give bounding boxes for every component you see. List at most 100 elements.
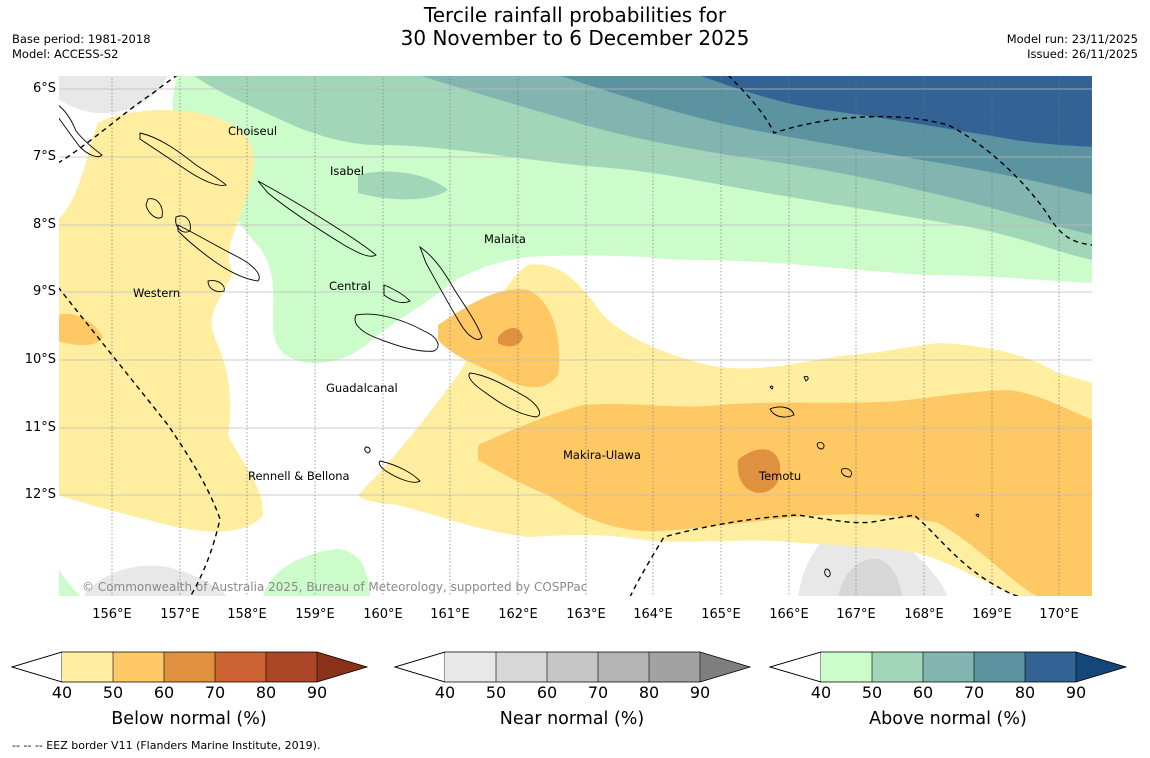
utupua-coast — [816, 442, 825, 450]
chart-title: Tercile rainfall probabilities for 30 No… — [0, 4, 1150, 50]
lat-label-10s: 10°S — [24, 352, 56, 367]
guadalcanal-coast — [354, 313, 439, 352]
lat-label-12s: 12°S — [24, 487, 56, 502]
label-central: Central — [329, 279, 371, 293]
label-temotu: Temotu — [759, 469, 802, 483]
duff-islands-coast — [803, 376, 809, 382]
lon-label-164e: 164°E — [633, 607, 673, 622]
lon-label-166e: 166°E — [769, 607, 809, 622]
copyright-notice: © Commonwealth of Australia 2025, Bureau… — [82, 580, 588, 594]
near-tick-80: 80 — [638, 683, 660, 702]
lon-label-156e: 156°E — [92, 607, 132, 622]
label-western: Western — [133, 286, 181, 300]
label-choiseul: Choiseul — [228, 124, 278, 138]
above-40-sw-patch — [58, 568, 82, 597]
model-run: Model run: 23/11/2025 — [1006, 32, 1138, 46]
below-50-east-region — [438, 289, 1093, 597]
above-tick-90: 90 — [1065, 683, 1087, 702]
tikopia-coast — [824, 568, 831, 578]
map-canvas — [58, 75, 1093, 597]
near-normal-label: Near normal (%) — [499, 709, 645, 729]
lat-label-7s: 7°S — [32, 149, 56, 164]
near-dividers — [495, 652, 701, 682]
meta-right: Model run: 23/11/2025 Issued: 26/11/2025 — [1007, 32, 1138, 62]
near-swatch-80 — [649, 652, 700, 682]
above-swatch-80 — [1025, 652, 1076, 682]
near-under-arrow — [393, 651, 446, 683]
near-swatch-70 — [598, 652, 649, 682]
above-50-patch — [358, 171, 448, 200]
below-swatch-70 — [215, 652, 266, 682]
kolombangara-coast — [175, 215, 191, 233]
lon-gridlines — [111, 75, 1060, 597]
lon-label-162e: 162°E — [498, 607, 538, 622]
rendova-coast — [207, 280, 225, 292]
below-tick-90: 90 — [306, 683, 328, 702]
above-under-arrow — [768, 651, 822, 683]
new-georgia-coast — [177, 224, 260, 282]
malaita-coast — [419, 245, 483, 340]
above-swatch-60 — [923, 652, 974, 682]
above-tick-40: 40 — [810, 683, 832, 702]
lon-label-163e: 163°E — [566, 607, 606, 622]
lon-label-170e: 170°E — [1039, 607, 1079, 622]
below-60-temotu-patch — [737, 449, 781, 493]
eez-borders — [58, 75, 1093, 597]
above-swatch-70 — [974, 652, 1025, 682]
above-swatch-40 — [821, 652, 872, 682]
near-50-se-patch — [838, 558, 902, 597]
choiseul-coast — [139, 132, 227, 186]
lon-label-160e: 160°E — [363, 607, 403, 622]
coastlines — [58, 104, 980, 578]
near-swatch-40 — [445, 652, 496, 682]
below-60-malaita-patch — [498, 328, 523, 347]
base-period: Base period: 1981-2018 — [12, 32, 151, 46]
anuta-coast — [975, 513, 980, 518]
label-isabel: Isabel — [330, 164, 365, 178]
lon-label-167e: 167°E — [836, 607, 876, 622]
near-40-nw-patch — [58, 75, 168, 114]
near-tick-90: 90 — [689, 683, 711, 702]
below-50-west-patch — [58, 313, 103, 346]
lat-label-9s: 9°S — [32, 284, 56, 299]
below-over-arrow — [317, 652, 367, 682]
near-swatch-50 — [496, 652, 547, 682]
santa-cruz-coast — [769, 406, 795, 418]
lon-label-168e: 168°E — [904, 607, 944, 622]
vella-lavella-coast — [145, 198, 163, 219]
near-over-arrow — [700, 652, 750, 682]
meta-left: Base period: 1981-2018 Model: ACCESS-S2 — [12, 32, 151, 62]
title-line2: 30 November to 6 December 2025 — [400, 26, 750, 50]
colorbar-near-normal — [393, 651, 752, 683]
lon-label-169e: 169°E — [972, 607, 1012, 622]
below-tick-60: 60 — [153, 683, 175, 702]
below-tick-70: 70 — [204, 683, 226, 702]
lon-label-159e: 159°E — [295, 607, 335, 622]
bellona-coast — [364, 446, 371, 454]
near-swatches — [445, 652, 700, 682]
above-tick-50: 50 — [861, 683, 883, 702]
rennell-coast — [378, 460, 421, 483]
near-40-sw-patch — [83, 565, 228, 597]
reef-islands-coast — [769, 385, 774, 390]
below-40-west-region — [58, 109, 263, 532]
above-tick-70: 70 — [963, 683, 985, 702]
below-swatch-60 — [164, 652, 215, 682]
above-tick-80: 80 — [1014, 683, 1036, 702]
map-frame — [58, 75, 1093, 597]
makira-coast — [468, 372, 540, 418]
below-tick-80: 80 — [255, 683, 277, 702]
label-makira-ulawa: Makira-Ulawa — [563, 448, 641, 462]
below-tick-40: 40 — [51, 683, 73, 702]
colorbar-below-normal — [10, 651, 369, 683]
lon-label-157e: 157°E — [160, 607, 200, 622]
florida-islands-coast — [383, 284, 411, 304]
model-name: Model: ACCESS-S2 — [12, 47, 119, 61]
label-rennell-bellona: Rennell & Bellona — [248, 469, 350, 483]
title-line1: Tercile rainfall probabilities for — [423, 3, 727, 27]
above-dividers — [871, 652, 1077, 682]
below-under-arrow — [10, 651, 63, 683]
below-tick-50: 50 — [102, 683, 124, 702]
above-swatches — [821, 652, 1076, 682]
above-40-s-patch — [263, 549, 370, 597]
